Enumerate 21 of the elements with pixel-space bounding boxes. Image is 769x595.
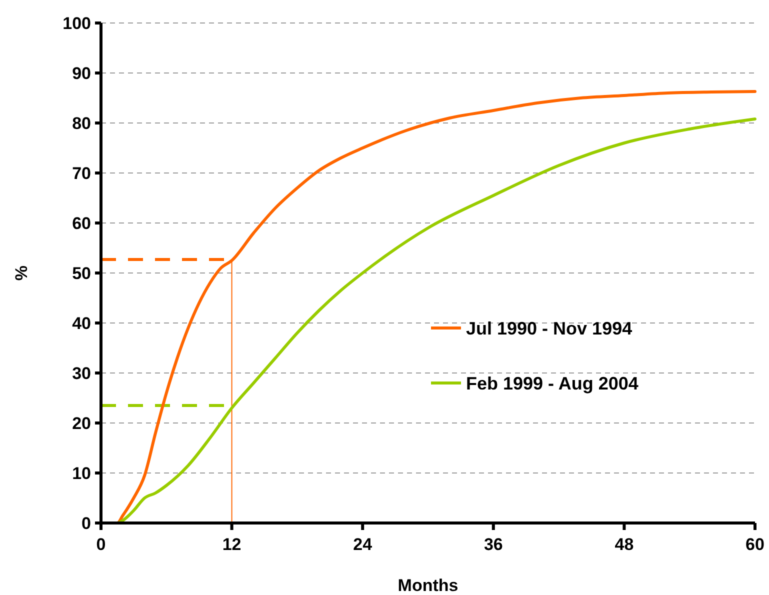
y-axis-title: %: [12, 265, 31, 281]
x-tick-label: 0: [96, 535, 106, 554]
y-tick-label: 0: [82, 514, 91, 533]
y-tick-label: 50: [72, 264, 91, 283]
y-tick-label: 100: [62, 14, 91, 33]
x-axis-title: Months: [398, 576, 458, 595]
y-tick-label: 10: [72, 464, 91, 483]
y-tick-label: 30: [72, 364, 91, 383]
y-tick-label: 60: [72, 214, 91, 233]
x-tick-label: 12: [222, 535, 242, 554]
y-tick-label: 40: [72, 314, 91, 333]
y-tick-label: 20: [72, 414, 91, 433]
y-tick-label: 70: [72, 164, 91, 183]
x-tick-label: 36: [484, 535, 503, 554]
y-tick-label: 90: [72, 64, 91, 83]
legend-label: Feb 1999 - Aug 2004: [466, 373, 638, 394]
x-tick-label: 48: [614, 535, 634, 554]
x-tick-label: 60: [746, 535, 764, 554]
y-tick-label: 80: [72, 114, 91, 133]
x-tick-label: 24: [353, 535, 373, 554]
legend-label: Jul 1990 - Nov 1994: [466, 318, 632, 338]
